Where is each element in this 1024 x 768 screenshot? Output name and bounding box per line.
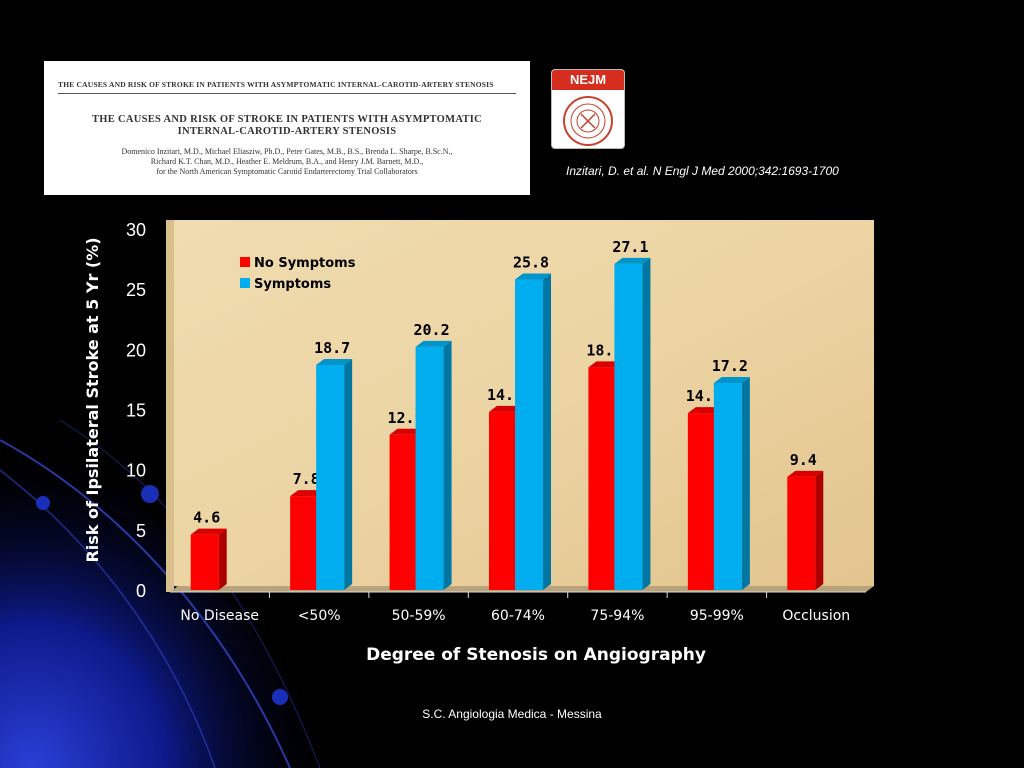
paper-authors-line-2: Richard K.T. Chan, M.D., Heather E. Meld… [150, 157, 424, 166]
y-tick-label: 15 [126, 401, 146, 421]
bar-top [190, 528, 227, 535]
x-tick-label: <50% [298, 608, 341, 624]
data-label: 18.5 [586, 341, 622, 359]
data-label: 18.7 [314, 339, 350, 357]
paper-title-line-1: THE CAUSES AND RISK OF STROKE IN PATIENT… [91, 114, 483, 125]
data-label: 27.1 [612, 238, 648, 256]
bar-side [443, 340, 452, 590]
legend-swatch [240, 257, 250, 267]
legend-label: No Symptoms [254, 256, 356, 271]
data-label: 14.7 [686, 387, 722, 405]
y-tick-label: 25 [126, 280, 146, 300]
bar-side [642, 257, 651, 590]
plot-side-wall [166, 220, 174, 592]
y-axis-title: Risk of Ipsilateral Stroke at 5 Yr (%) [83, 237, 102, 562]
legend-label: Symptoms [254, 277, 331, 292]
bar-top [713, 377, 750, 384]
data-label: 9.4 [790, 451, 817, 469]
bar [190, 534, 219, 590]
y-tick-label: 20 [126, 340, 146, 360]
bar-side [218, 528, 227, 590]
y-tick-label: 30 [126, 220, 146, 240]
data-label: 7.8 [293, 470, 320, 488]
x-tick-label: 50-59% [392, 608, 446, 624]
bar [290, 496, 319, 590]
x-tick-label: Occlusion [782, 608, 850, 624]
data-label: 12.9 [388, 409, 424, 427]
bar-side [344, 358, 353, 590]
paper-title: THE CAUSES AND RISK OF STROKE IN PATIENT… [58, 114, 516, 138]
nejm-logo-label: NEJM [552, 70, 624, 90]
bar-top [787, 470, 824, 477]
data-label: 14.8 [487, 386, 523, 404]
bar-top [614, 257, 651, 264]
bar-top [515, 273, 551, 280]
bar [687, 413, 716, 590]
bar [489, 411, 517, 590]
bar [614, 263, 643, 590]
paper-authors-line-1: Domenico Inzitari, M.D., Michael Eliaszi… [121, 147, 453, 156]
bar-side [741, 377, 750, 590]
bar-top [415, 340, 452, 347]
bar [415, 346, 444, 590]
paper-title-line-2: INTERNAL-CAROTID-ARTERY STENOSIS [177, 126, 397, 137]
bar [588, 367, 617, 590]
y-tick-label: 10 [126, 461, 146, 481]
data-label: 20.2 [414, 321, 450, 339]
nejm-logo: NEJM [551, 69, 625, 149]
bar [316, 364, 345, 590]
bar-top [316, 358, 353, 365]
x-tick-label: No Disease [180, 608, 259, 624]
data-label: 4.6 [193, 509, 220, 527]
paper-authors: Domenico Inzitari, M.D., Michael Eliaszi… [58, 147, 516, 177]
bar [389, 434, 418, 590]
x-tick-label: 75-94% [590, 608, 644, 624]
bar-side [815, 470, 824, 590]
bar-side [543, 273, 551, 590]
legend-swatch [240, 278, 250, 288]
paper-header: THE CAUSES AND RISK OF STROKE IN PATIENT… [44, 61, 530, 195]
x-axis-title: Degree of Stenosis on Angiography [366, 645, 706, 665]
y-tick-label: 5 [136, 521, 146, 541]
bar [787, 476, 816, 590]
paper-authors-line-3: for the North American Symptomatic Carot… [156, 167, 418, 176]
x-tick-label: 60-74% [491, 608, 545, 624]
stenosis-stroke-risk-chart: 0 5 10 15 20 25 30 Risk of Ipsilateral Stroke a… [83, 220, 874, 665]
citation: Inzitari, D. et al. N Engl J Med 2000;34… [566, 164, 839, 178]
footer-credit: S.C. Angiologia Medica - Messina [422, 707, 602, 721]
data-label: 17.2 [712, 357, 748, 375]
y-tick-label: 0 [136, 581, 146, 601]
bar [515, 279, 543, 590]
x-tick-label: 95-99% [690, 608, 744, 624]
data-label: 25.8 [513, 254, 549, 272]
paper-running-title: THE CAUSES AND RISK OF STROKE IN PATIENT… [58, 80, 516, 94]
bar [713, 383, 742, 590]
nejm-seal-icon [563, 96, 613, 146]
